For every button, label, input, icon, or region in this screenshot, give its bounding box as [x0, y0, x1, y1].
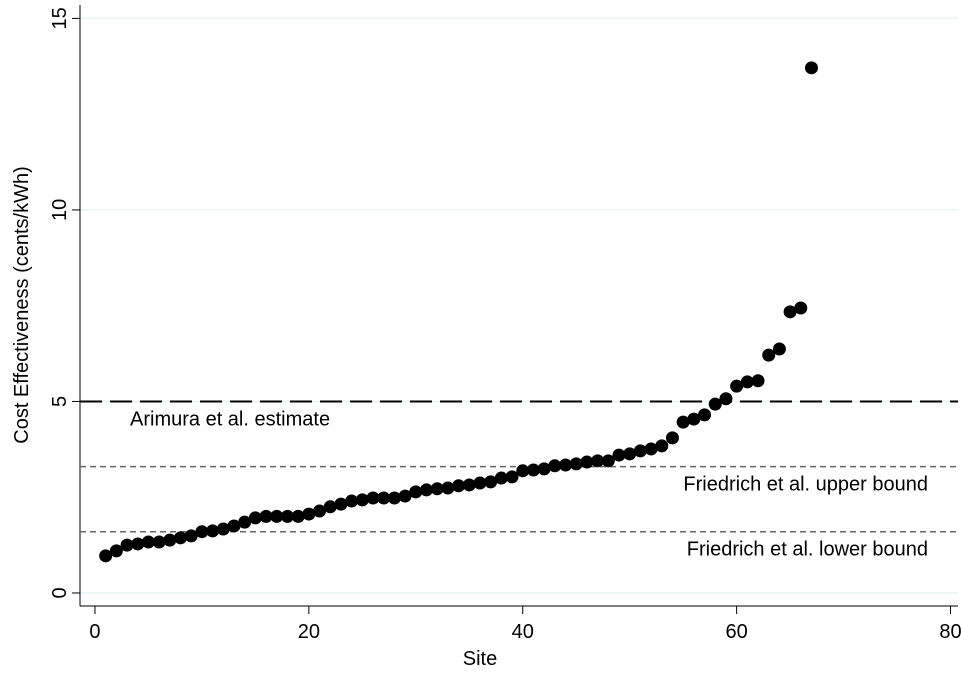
point	[548, 459, 562, 473]
point	[163, 533, 177, 547]
point	[152, 535, 166, 549]
point	[494, 471, 508, 485]
point	[99, 549, 113, 563]
point	[719, 392, 733, 406]
point	[644, 442, 658, 456]
point	[740, 375, 754, 389]
point	[804, 61, 818, 75]
point	[184, 529, 198, 543]
x-tick-label: 0	[89, 621, 100, 643]
point	[762, 348, 776, 362]
point	[751, 374, 765, 388]
point	[377, 491, 391, 505]
point	[302, 507, 316, 521]
point	[462, 478, 476, 492]
point	[366, 491, 380, 505]
point	[473, 476, 487, 490]
point	[248, 511, 262, 525]
x-axis-label: Site	[463, 648, 497, 670]
point	[313, 504, 327, 518]
point	[131, 537, 145, 551]
point	[559, 458, 573, 472]
point	[730, 379, 744, 393]
point	[280, 509, 294, 523]
point	[516, 464, 530, 478]
point	[633, 444, 647, 458]
reference-label: Friedrich et al. lower bound	[687, 539, 928, 561]
point	[484, 475, 498, 489]
x-tick-label: 20	[298, 621, 320, 643]
reference-label: Arimura et al. estimate	[130, 408, 330, 430]
point	[665, 431, 679, 445]
y-tick-label: 0	[49, 587, 71, 598]
point	[109, 544, 123, 558]
point	[387, 491, 401, 505]
point	[323, 500, 337, 514]
point	[687, 412, 701, 426]
point	[141, 535, 155, 549]
point	[398, 489, 412, 503]
point	[452, 479, 466, 493]
point	[195, 525, 209, 539]
point	[537, 462, 551, 476]
x-tick-label: 80	[939, 621, 961, 643]
point	[569, 457, 583, 471]
point	[441, 481, 455, 495]
point	[345, 494, 359, 508]
point	[355, 493, 369, 507]
y-tick-label: 5	[49, 396, 71, 407]
y-tick-label: 10	[49, 199, 71, 221]
point	[580, 455, 594, 469]
point	[601, 454, 615, 468]
point	[612, 448, 626, 462]
point	[676, 415, 690, 429]
point	[227, 519, 241, 533]
point	[120, 538, 134, 552]
point	[238, 515, 252, 529]
point	[430, 482, 444, 496]
point	[409, 485, 423, 499]
point	[174, 531, 188, 545]
point	[291, 509, 305, 523]
x-tick-label: 40	[512, 621, 534, 643]
point	[794, 301, 808, 315]
x-tick-label: 60	[726, 621, 748, 643]
point	[526, 463, 540, 477]
point	[772, 342, 786, 356]
point	[623, 447, 637, 461]
point	[259, 509, 273, 523]
point	[783, 305, 797, 319]
point	[206, 524, 220, 538]
point	[655, 439, 669, 453]
point	[698, 408, 712, 422]
point	[216, 522, 230, 536]
point	[419, 483, 433, 497]
reference-label: Friedrich et al. upper bound	[683, 474, 928, 496]
point	[708, 397, 722, 411]
point	[591, 454, 605, 468]
point	[270, 509, 284, 523]
point	[334, 497, 348, 511]
y-tick-label: 15	[49, 7, 71, 29]
y-axis-label: Cost Effectiveness (cents/kWh)	[11, 166, 33, 444]
point	[505, 470, 519, 484]
